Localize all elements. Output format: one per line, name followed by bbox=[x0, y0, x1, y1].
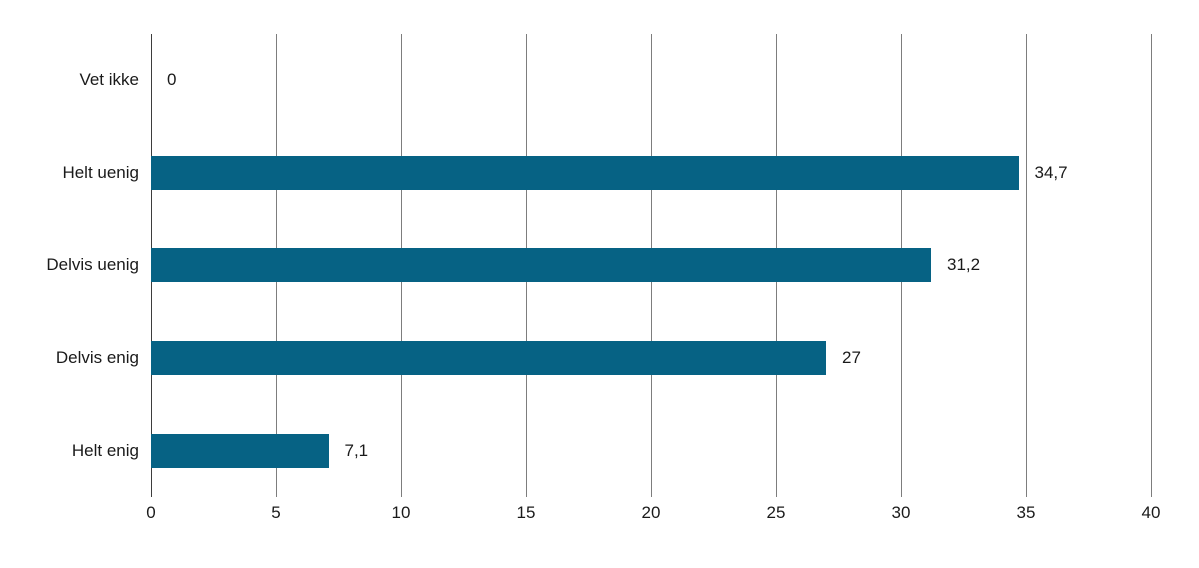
bar bbox=[151, 248, 931, 283]
category-label: Delvis uenig bbox=[46, 255, 139, 275]
value-label: 34,7 bbox=[1034, 162, 1068, 182]
plot-area: 0 34,7 31,2 27 7,1 bbox=[151, 34, 1152, 497]
x-tick-label: 10 bbox=[391, 503, 411, 522]
category-label: Helt uenig bbox=[62, 162, 139, 182]
x-tick-label: 30 bbox=[891, 503, 911, 522]
value-label: 27 bbox=[842, 348, 861, 368]
bar bbox=[151, 433, 329, 468]
bar-row: 31,2 bbox=[151, 219, 1151, 312]
category-label: Vet ikke bbox=[79, 70, 139, 90]
bar-row: 34,7 bbox=[151, 127, 1151, 220]
value-label: 31,2 bbox=[947, 255, 981, 275]
gridline bbox=[1151, 34, 1152, 497]
category-label: Helt enig bbox=[71, 440, 139, 460]
category-label: Delvis enig bbox=[55, 348, 139, 368]
value-label: 0 bbox=[167, 70, 177, 90]
gridline bbox=[1026, 34, 1027, 497]
bar-row: 7,1 bbox=[151, 404, 1151, 497]
x-tick-label: 40 bbox=[1141, 503, 1161, 522]
bar-row: 27 bbox=[151, 312, 1151, 405]
bar bbox=[151, 155, 1019, 190]
bar bbox=[151, 341, 826, 376]
x-tick-label: 5 bbox=[271, 503, 281, 522]
x-tick-label: 35 bbox=[1016, 503, 1036, 522]
x-tick-label: 25 bbox=[766, 503, 786, 522]
x-tick-label: 15 bbox=[516, 503, 536, 522]
bar-row: 0 bbox=[151, 34, 1151, 127]
x-tick-label: 0 bbox=[146, 503, 156, 522]
value-label: 7,1 bbox=[344, 440, 369, 460]
x-tick-label: 20 bbox=[641, 503, 661, 522]
